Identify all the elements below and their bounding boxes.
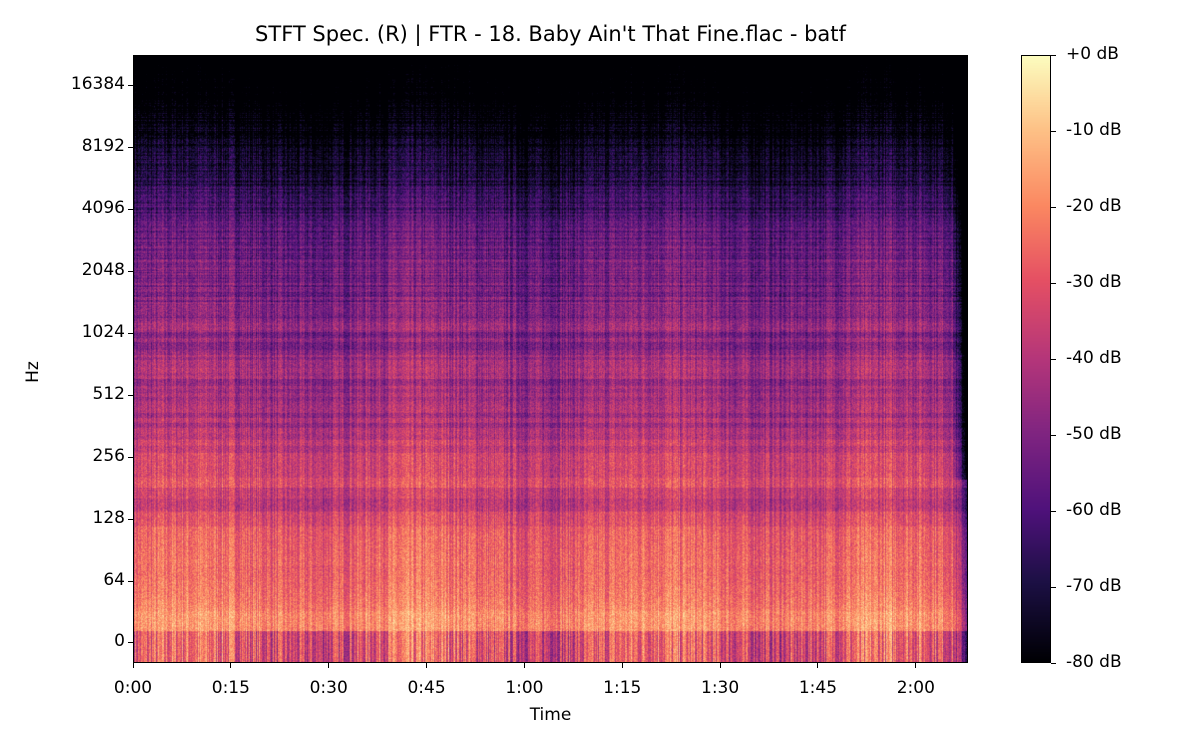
y-tick-label: 0 bbox=[114, 631, 125, 651]
x-tick-label: 0:15 bbox=[211, 678, 250, 698]
colorbar-tick-label: -20 dB bbox=[1066, 196, 1122, 216]
y-tick-mark bbox=[128, 84, 133, 86]
colorbar-tick-mark bbox=[1051, 586, 1056, 588]
y-tick-label: 128 bbox=[92, 508, 125, 528]
x-tick-mark bbox=[523, 663, 525, 668]
y-tick-label: 256 bbox=[92, 446, 125, 466]
colorbar-tick-label: +0 dB bbox=[1066, 44, 1119, 64]
y-tick-mark bbox=[128, 394, 133, 396]
y-tick-label: 64 bbox=[103, 570, 125, 590]
colorbar bbox=[1021, 55, 1051, 663]
colorbar-tick-mark bbox=[1051, 434, 1056, 436]
x-tick-mark bbox=[426, 663, 428, 668]
y-tick-label: 512 bbox=[92, 384, 125, 404]
colorbar-tick-label: -50 dB bbox=[1066, 424, 1122, 444]
y-tick-mark bbox=[128, 456, 133, 458]
x-axis-label: Time bbox=[529, 705, 572, 725]
x-tick-mark bbox=[132, 663, 134, 668]
x-tick-label: 0:30 bbox=[309, 678, 348, 698]
colorbar-tick-label: -40 dB bbox=[1066, 348, 1122, 368]
y-tick-mark bbox=[128, 146, 133, 148]
y-tick-mark bbox=[128, 518, 133, 520]
y-tick-label: 2048 bbox=[81, 260, 125, 280]
colorbar-tick-mark bbox=[1051, 130, 1056, 132]
colorbar-tick-mark bbox=[1051, 662, 1056, 664]
colorbar-tick-label: -60 dB bbox=[1066, 500, 1122, 520]
y-tick-label: 16384 bbox=[70, 74, 125, 94]
y-tick-mark bbox=[128, 270, 133, 272]
colorbar-tick-label: -10 dB bbox=[1066, 120, 1122, 140]
y-tick-mark bbox=[128, 580, 133, 582]
y-axis-label: Hz bbox=[22, 361, 43, 383]
y-tick-mark bbox=[128, 332, 133, 334]
x-tick-label: 2:00 bbox=[896, 678, 935, 698]
x-tick-label: 0:45 bbox=[407, 678, 446, 698]
spectrogram-heatmap bbox=[134, 56, 967, 662]
colorbar-tick-mark bbox=[1051, 282, 1056, 284]
colorbar-tick-label: -70 dB bbox=[1066, 576, 1122, 596]
y-tick-label: 1024 bbox=[81, 322, 125, 342]
y-tick-label: 8192 bbox=[81, 136, 125, 156]
y-tick-label: 4096 bbox=[81, 198, 125, 218]
colorbar-tick-mark bbox=[1051, 54, 1056, 56]
x-tick-mark bbox=[230, 663, 232, 668]
x-tick-label: 1:15 bbox=[603, 678, 642, 698]
colorbar-tick-mark bbox=[1051, 206, 1056, 208]
colorbar-tick-mark bbox=[1051, 510, 1056, 512]
x-tick-mark bbox=[719, 663, 721, 668]
colorbar-tick-label: -80 dB bbox=[1066, 652, 1122, 672]
x-tick-label: 0:00 bbox=[113, 678, 153, 698]
x-tick-mark bbox=[621, 663, 623, 668]
colorbar-tick-mark bbox=[1051, 358, 1056, 360]
spectrogram-plot-area bbox=[133, 55, 968, 663]
x-tick-mark bbox=[915, 663, 917, 668]
x-tick-mark bbox=[328, 663, 330, 668]
colorbar-tick-label: -30 dB bbox=[1066, 272, 1122, 292]
x-tick-mark bbox=[817, 663, 819, 668]
chart-title: STFT Spec. (R) | FTR - 18. Baby Ain't Th… bbox=[255, 22, 846, 46]
y-tick-mark bbox=[128, 208, 133, 210]
x-tick-label: 1:30 bbox=[701, 678, 740, 698]
x-tick-label: 1:00 bbox=[505, 678, 544, 698]
y-tick-mark bbox=[128, 641, 133, 643]
x-tick-label: 1:45 bbox=[798, 678, 838, 698]
